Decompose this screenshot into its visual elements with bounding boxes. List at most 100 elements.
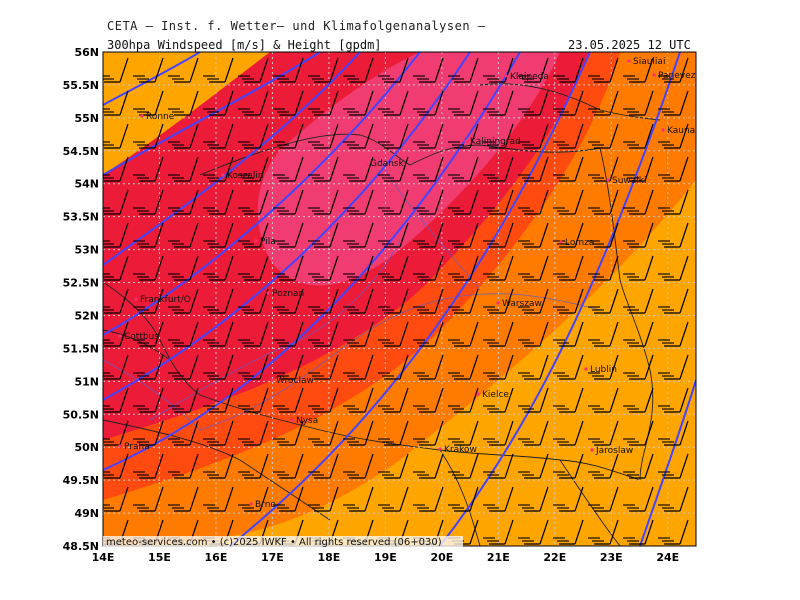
wind-barb [238, 57, 269, 83]
wind-barb [448, 420, 479, 446]
wind-barb [103, 222, 129, 248]
wind-barb [483, 57, 514, 83]
credit-backdrop [103, 536, 463, 548]
city-label: Kielce [482, 390, 509, 400]
wind-barb [658, 321, 689, 347]
wind-barb [553, 486, 584, 512]
wind-barb [168, 123, 199, 149]
wind-barb [203, 90, 234, 116]
city-ronne: Ronne [140, 112, 175, 122]
wind-barb [588, 354, 619, 380]
lat-label: 51N [74, 375, 99, 388]
lat-label: 48.5N [63, 540, 99, 553]
lon-label: 14E [92, 551, 115, 564]
lon-label: 18E [317, 551, 340, 564]
country-borders [103, 83, 661, 546]
wind-barb [378, 288, 409, 314]
wind-barb [518, 288, 549, 314]
city-label: Panevezys [658, 71, 706, 81]
city-label: Cottbus [124, 332, 159, 342]
wind-barb [203, 288, 234, 314]
city-panevezys: Panevezys [652, 71, 706, 81]
lat-label: 54.5N [63, 145, 99, 158]
wind-barb [308, 156, 339, 182]
wind-barb [623, 420, 654, 446]
wind-barb [518, 453, 549, 479]
valid-time: 23.05.2025 12 UTC [568, 38, 691, 52]
wind-barb [378, 255, 409, 281]
city-krakow: Krakow [438, 445, 477, 455]
wind-barb [623, 57, 654, 83]
wind-barb [413, 57, 444, 83]
city-marker [590, 448, 594, 452]
city-wroclaw: Wroclaw [270, 376, 314, 386]
wind-barb [168, 486, 199, 512]
city-marker [118, 334, 122, 338]
wind-barb [168, 90, 199, 116]
wind-barb [103, 189, 129, 215]
wind-barb [588, 453, 619, 479]
wind-barb [588, 255, 619, 281]
wind-barb [483, 354, 514, 380]
wind-barb [553, 156, 584, 182]
wind-barb [133, 123, 164, 149]
wind-barb [343, 189, 374, 215]
wind-barb [553, 519, 584, 545]
city-poznan: Poznan [266, 289, 304, 299]
wind-barb [518, 354, 549, 380]
city-marker [476, 392, 480, 396]
wind-barb [343, 354, 374, 380]
wind-barb [343, 420, 374, 446]
wind-barb [588, 486, 619, 512]
wind-barb [238, 486, 269, 512]
wind-barb [133, 387, 164, 413]
wind-barb [623, 453, 654, 479]
wind-barb [203, 486, 234, 512]
city-marker [254, 239, 258, 243]
wind-barb [308, 387, 339, 413]
wind-barb [238, 156, 269, 182]
wind-barb [623, 321, 654, 347]
wind-barb [553, 57, 584, 83]
wind-barb [168, 420, 199, 446]
wind-barb [308, 486, 339, 512]
wind-barb [658, 519, 689, 545]
wind-barb [133, 453, 164, 479]
border-line [199, 133, 601, 176]
height-contour [103, 52, 361, 266]
wind-barb [378, 222, 409, 248]
city-lomza: Lomza [559, 238, 594, 248]
wind-barb [343, 288, 374, 314]
wind-barb [133, 57, 164, 83]
city-marker [496, 301, 500, 305]
wind-barb [448, 321, 479, 347]
city-label: Wroclaw [276, 376, 314, 386]
wind-barb [133, 486, 164, 512]
city-marker [627, 59, 631, 63]
city-marker [438, 447, 442, 451]
wind-barb [658, 90, 689, 116]
city-label: Warszaw [502, 299, 542, 309]
wind-barb [273, 57, 304, 83]
wind-barb [518, 519, 549, 545]
city-label: Siauliai [633, 57, 665, 67]
wind-barb [553, 90, 584, 116]
wind-barb [308, 420, 339, 446]
city-label: Pila [260, 237, 276, 247]
wind-barb [413, 486, 444, 512]
wind-barb [553, 321, 584, 347]
wind-barb [658, 354, 689, 380]
city-label: Brno [255, 500, 276, 510]
wind-barb [273, 321, 304, 347]
wind-barb [343, 486, 374, 512]
wind-barb [273, 453, 304, 479]
city-label: Nysa [296, 416, 318, 426]
wind-barb [483, 420, 514, 446]
city-marker [134, 297, 138, 301]
height-contour [103, 52, 201, 106]
city-marker [118, 444, 122, 448]
wind-barb [623, 123, 654, 149]
city-marker [606, 178, 610, 182]
city-marker [290, 418, 294, 422]
